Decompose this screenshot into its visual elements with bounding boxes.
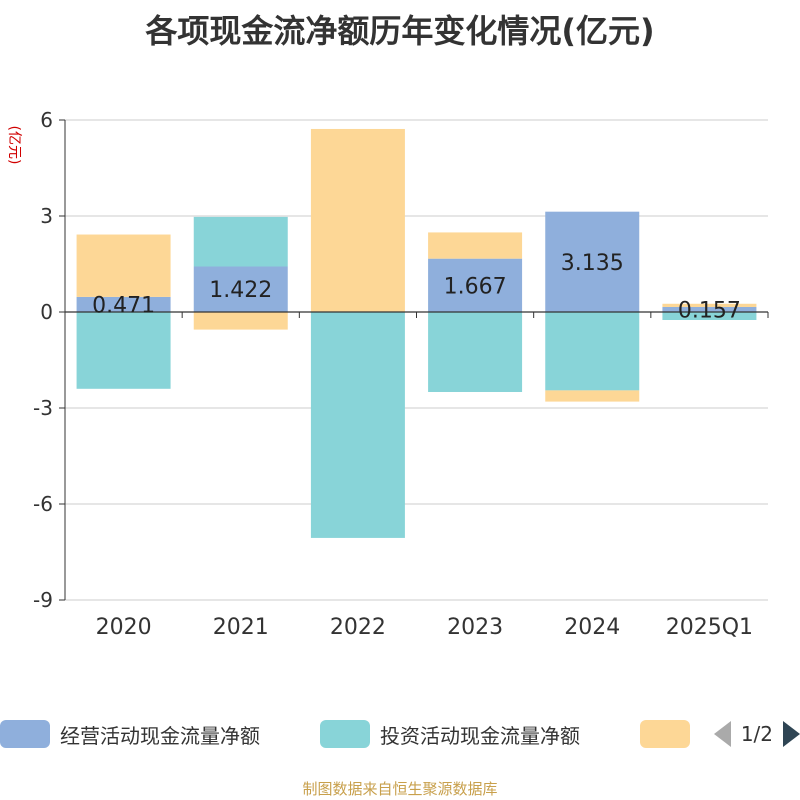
y-tick-label: 3	[40, 204, 53, 228]
bar-investing-2021	[193, 216, 288, 267]
bar-investing-2024	[545, 312, 640, 391]
source-note: 制图数据来自恒生聚源数据库	[302, 780, 498, 798]
x-tick-label: 2025Q1	[666, 615, 753, 640]
legend-item-operating[interactable]: 经营活动现金流量净额	[0, 714, 260, 754]
bar-investing-2022	[310, 312, 405, 538]
x-tick-label: 2021	[213, 615, 269, 640]
legend-item-investing[interactable]: 投资活动现金流量净额	[320, 714, 580, 754]
data-label: 1.422	[209, 278, 272, 303]
legend-swatch-third	[640, 720, 690, 748]
x-tick-label: 2022	[330, 615, 386, 640]
legend-label-investing: 投资活动现金流量净额	[380, 723, 580, 748]
data-label: 3.135	[561, 251, 624, 276]
bar-operating-2021	[193, 266, 288, 312]
y-tick-label: 0	[40, 300, 53, 324]
bar-investing-2023	[428, 312, 523, 392]
y-axis-label: (亿元)	[6, 126, 22, 165]
y-tick-label: -6	[33, 492, 53, 516]
bar-operating-2020	[76, 296, 171, 312]
y-tick-label: -3	[33, 396, 53, 420]
y-tick-label: -9	[33, 588, 53, 612]
bar-third-2021	[193, 312, 288, 330]
legend-pager: 1/2	[713, 714, 800, 754]
bar-investing-2025Q1	[662, 312, 757, 320]
bar-operating-2024	[545, 211, 640, 312]
data-label: 1.667	[444, 274, 507, 299]
chart-canvas: 6 3 0 -3 -6 -9 (亿元) 2020 2021 2022 2023 2024 2025Q1 0…	[6, 108, 769, 640]
bar-investing-2020	[76, 312, 171, 389]
x-tick-label: 2024	[564, 615, 620, 640]
bar-third-2025Q1	[662, 303, 757, 307]
y-tick-label: 6	[40, 108, 53, 132]
chart-title: 各项现金流净额历年变化情况(亿元)	[145, 12, 655, 50]
bar-third-2023	[428, 232, 523, 259]
pager-prev-icon[interactable]	[713, 721, 731, 747]
bar-third-2022	[310, 128, 405, 312]
data-label: 0.471	[92, 293, 155, 318]
bar-operating-2025Q1	[662, 306, 757, 312]
x-tick-label: 2020	[96, 615, 152, 640]
legend-swatch-investing	[320, 720, 370, 748]
x-tick-label: 2023	[447, 615, 503, 640]
legend-item-third[interactable]	[640, 714, 700, 754]
data-label: 0.157	[678, 298, 741, 323]
pager-next-icon[interactable]	[783, 721, 800, 747]
legend-swatch-operating	[0, 720, 50, 748]
bar-operating-2023	[428, 258, 523, 312]
legend: 经营活动现金流量净额 投资活动现金流量净额 1/2	[0, 714, 800, 754]
pager-text: 1/2	[740, 722, 773, 746]
legend-label-operating: 经营活动现金流量净额	[60, 723, 260, 748]
bar-third-2024	[545, 390, 640, 402]
bar-third-2020	[76, 234, 171, 297]
